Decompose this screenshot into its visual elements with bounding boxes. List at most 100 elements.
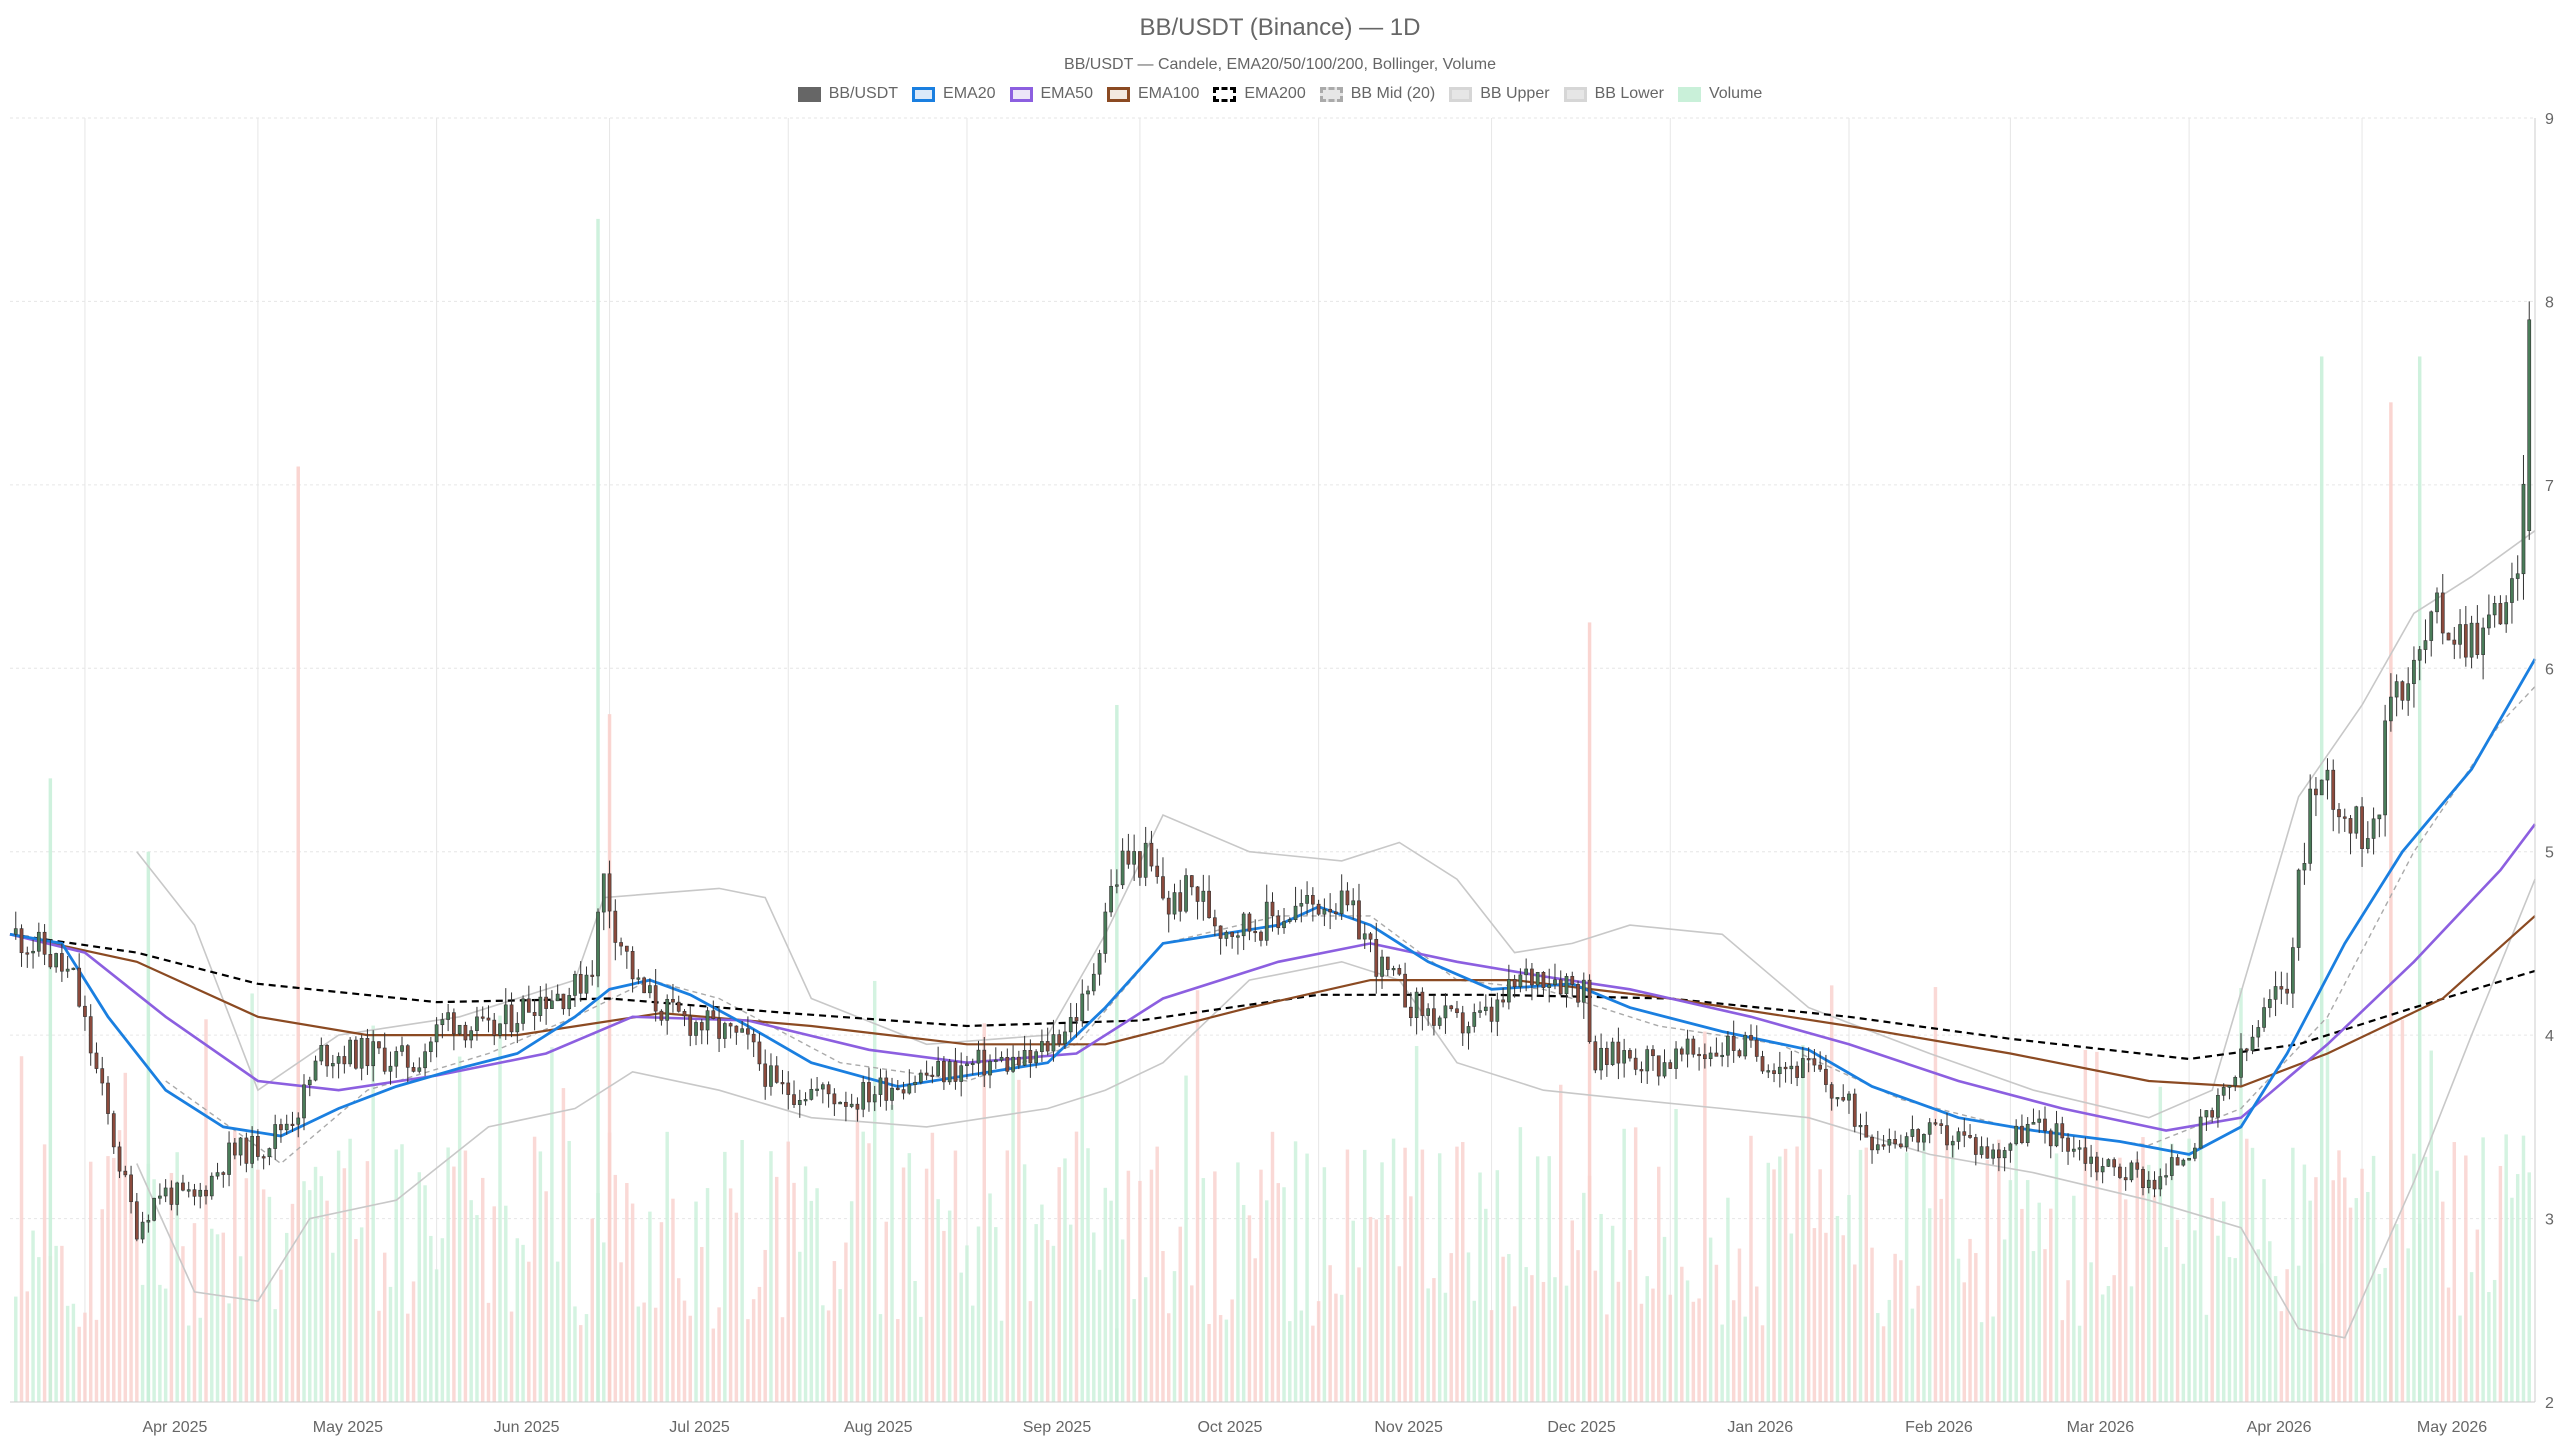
volume-bar bbox=[688, 1315, 692, 1402]
candle-body bbox=[1703, 1054, 1707, 1060]
candle-body bbox=[1530, 968, 1534, 986]
candle-body bbox=[832, 1093, 837, 1105]
volume-bar bbox=[1213, 1171, 1217, 1402]
volume-bar bbox=[849, 1201, 854, 1402]
volume-bar bbox=[2458, 1315, 2462, 1402]
candle-body bbox=[1651, 1049, 1655, 1057]
candle-body bbox=[826, 1084, 831, 1095]
volume-bar bbox=[1316, 1301, 1321, 1402]
volume-bar bbox=[1224, 1319, 1229, 1402]
candle-body bbox=[36, 931, 41, 952]
volume-bar bbox=[515, 1238, 520, 1402]
volume-bar bbox=[561, 1088, 566, 1402]
volume-bar bbox=[1288, 1321, 1292, 1402]
candle-body bbox=[1881, 1144, 1886, 1147]
candle-body bbox=[1247, 913, 1252, 932]
candle-body bbox=[457, 1024, 462, 1035]
candle-body bbox=[561, 993, 566, 1010]
volume-bar bbox=[1149, 1169, 1154, 1402]
candle-body bbox=[1149, 842, 1154, 867]
candle-body bbox=[359, 1038, 364, 1069]
candle-body bbox=[2175, 1157, 2180, 1166]
candle-body bbox=[2504, 602, 2509, 625]
volume-bar bbox=[1259, 1169, 1263, 1402]
candle-body bbox=[2020, 1125, 2024, 1144]
candle-body bbox=[1408, 1006, 1413, 1019]
volume-bar bbox=[1374, 1219, 1378, 1402]
volume-bar bbox=[227, 1303, 231, 1402]
candle-body bbox=[918, 1072, 923, 1083]
candle-body bbox=[2394, 681, 2399, 698]
volume-bar bbox=[1455, 1146, 1459, 1402]
volume-bar bbox=[146, 851, 151, 1402]
candle-body bbox=[400, 1045, 404, 1052]
volume-bar bbox=[1974, 1253, 1978, 1402]
volume-bar bbox=[2417, 356, 2422, 1402]
candle-body bbox=[578, 973, 583, 994]
legend-item[interactable]: Volume bbox=[1677, 85, 1762, 103]
volume-bar bbox=[1466, 1252, 1471, 1402]
legend-item[interactable]: BB/USDT bbox=[797, 85, 898, 103]
candle-body bbox=[1593, 1041, 1598, 1071]
candle-body bbox=[1138, 851, 1142, 878]
volume-bar bbox=[1328, 1265, 1332, 1402]
volume-bar bbox=[140, 1284, 145, 1402]
candle-body bbox=[1270, 901, 1275, 917]
candle-body bbox=[1495, 999, 1500, 1022]
candle-body bbox=[890, 1087, 894, 1101]
volume-bar bbox=[457, 1056, 462, 1402]
legend-item[interactable]: EMA100 bbox=[1106, 85, 1199, 103]
candle-body bbox=[1501, 999, 1505, 1003]
y-tick-label: 8 bbox=[2545, 294, 2554, 311]
candle-body bbox=[515, 1023, 520, 1033]
candle-body bbox=[2371, 818, 2376, 839]
candle-body bbox=[19, 928, 24, 954]
candle-body bbox=[550, 1000, 554, 1009]
candle-body bbox=[2095, 1156, 2099, 1173]
candle-body bbox=[77, 967, 82, 1007]
candle-body bbox=[2216, 1094, 2220, 1118]
candle-body bbox=[1720, 1054, 1725, 1058]
candle-body bbox=[584, 974, 589, 994]
volume-bar bbox=[411, 1281, 416, 1402]
candle-body bbox=[942, 1060, 946, 1083]
candle-body bbox=[1875, 1144, 1880, 1151]
volume-bar bbox=[746, 1319, 750, 1402]
legend-item[interactable]: EMA20 bbox=[912, 85, 996, 103]
candle-body bbox=[152, 1197, 156, 1221]
candle-body bbox=[1403, 973, 1407, 1008]
volume-bar bbox=[1086, 1148, 1090, 1402]
candle-body bbox=[2060, 1123, 2065, 1139]
candle-body bbox=[630, 951, 635, 980]
legend-item[interactable]: BB Upper bbox=[1449, 85, 1550, 103]
candle-body bbox=[682, 1011, 687, 1017]
candle-body bbox=[134, 1201, 139, 1240]
candle-body bbox=[1795, 1065, 1799, 1078]
x-tick-label: Jan 2026 bbox=[1727, 1419, 1793, 1436]
candle-body bbox=[106, 1082, 110, 1114]
volume-bar bbox=[751, 1299, 756, 1402]
candle-body bbox=[1120, 850, 1125, 886]
legend-item[interactable]: EMA50 bbox=[1009, 85, 1093, 103]
candle-body bbox=[567, 995, 572, 1010]
candle-body bbox=[2008, 1143, 2013, 1151]
legend-item[interactable]: EMA200 bbox=[1213, 85, 1306, 103]
candle-body bbox=[2152, 1179, 2157, 1190]
candle-body bbox=[976, 1049, 981, 1064]
volume-bar bbox=[2273, 1276, 2278, 1402]
volume-bar bbox=[1524, 1267, 1528, 1402]
candle-body bbox=[1264, 901, 1269, 941]
candle-body bbox=[377, 1041, 381, 1049]
legend-item[interactable]: BB Lower bbox=[1563, 85, 1664, 103]
candle-body bbox=[1933, 1122, 1938, 1125]
candle-body bbox=[2267, 999, 2272, 1008]
volume-bar bbox=[469, 1200, 473, 1402]
candle-body bbox=[1535, 972, 1540, 986]
volume-bar bbox=[521, 1244, 525, 1402]
x-tick-label: Oct 2025 bbox=[1197, 1419, 1262, 1436]
legend-item[interactable]: BB Mid (20) bbox=[1319, 85, 1435, 103]
candle-body bbox=[1899, 1143, 1903, 1148]
line-swatch bbox=[1319, 86, 1343, 102]
candle-body bbox=[175, 1182, 180, 1205]
